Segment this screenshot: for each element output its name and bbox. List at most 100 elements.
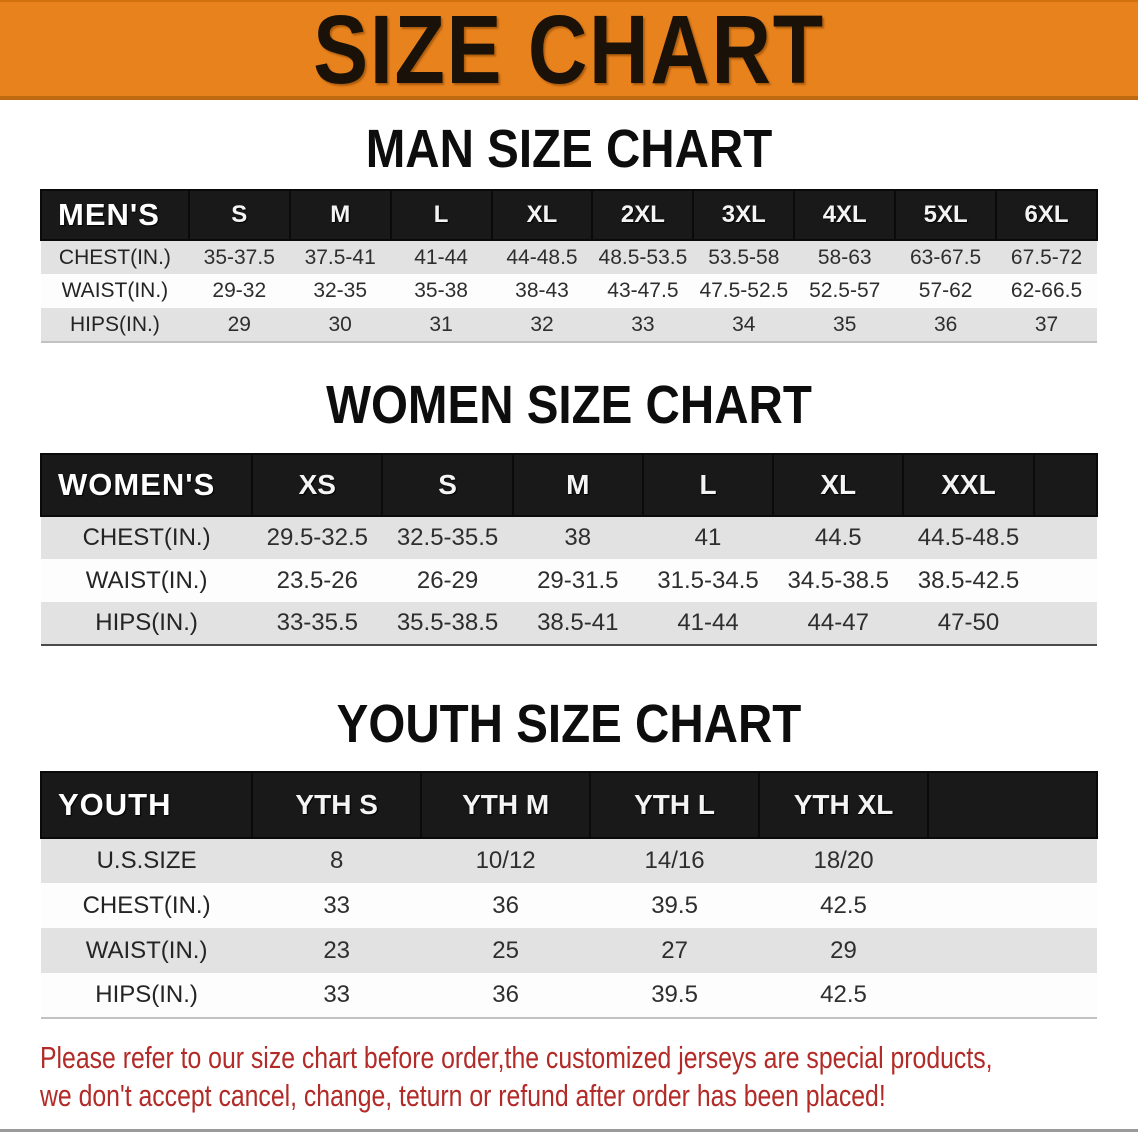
measurement-label: CHEST(IN.) (41, 516, 253, 559)
measurement-row: WAIST(IN.) 29-32 32-35 35-38 38-43 43-47.5 47.… (41, 274, 1097, 308)
measurement-value: 26-29 (382, 559, 513, 602)
measurement-value: 39.5 (590, 883, 760, 928)
measurement-label: U.S.SIZE (41, 838, 253, 883)
youth-section-heading: YOUTH SIZE CHART (336, 694, 802, 754)
measurement-value: 29 (188, 308, 290, 342)
youth-size-table: YOUTH YTH S YTH M YTH L YTH XL U.S.SIZE 8 10/12… (39, 771, 1098, 1019)
size-column-header: S (381, 453, 514, 517)
banner-title: SIZE CHART (313, 0, 825, 100)
size-column-header: 2XL (591, 189, 695, 241)
measurement-value: 44-47 (773, 602, 904, 645)
size-chart-banner: SIZE CHART (0, 0, 1138, 100)
measurement-value: 29-32 (188, 274, 290, 308)
measurement-value: 38-43 (491, 274, 593, 308)
measurement-label: HIPS(IN.) (41, 973, 253, 1018)
size-column-header: XL (772, 453, 905, 517)
measurement-value: 41-44 (390, 240, 492, 274)
measurement-value: 44.5-48.5 (903, 516, 1034, 559)
size-column-header: 3XL (692, 189, 796, 241)
row-filler-cell (928, 973, 1097, 1018)
table-header-row: MEN'S S M L XL 2XL 3XL 4XL 5XL 6XL (40, 189, 1098, 241)
size-column-header: 6XL (995, 189, 1098, 241)
measurement-value: 41-44 (642, 602, 774, 645)
measurement-value: 33-35.5 (252, 602, 383, 645)
measurement-row: CHEST(IN.) 29.5-32.5 32.5-35.5 38 41 44.5 44.5… (41, 516, 1097, 559)
measurement-value: 33 (592, 308, 694, 342)
measurement-row: CHEST(IN.) 33 36 39.5 42.5 (41, 883, 1097, 928)
size-column-header: XL (490, 189, 594, 241)
header-filler-cell (1032, 453, 1099, 517)
measurement-row: WAIST(IN.) 23 25 27 29 (41, 928, 1097, 973)
measurement-value: 32-35 (289, 274, 391, 308)
measurement-value: 35.5-38.5 (382, 602, 513, 645)
measurement-value: 52.5-57 (794, 274, 896, 308)
measurement-value: 44-48.5 (491, 240, 593, 274)
women-size-section: WOMEN SIZE CHART WOMEN'S XS S M L XL XXL CHEST(… (0, 375, 1138, 646)
measurement-value: 63-67.5 (895, 240, 997, 274)
measurement-value: 57-62 (895, 274, 997, 308)
measurement-value: 30 (289, 308, 391, 342)
measurement-label: HIPS(IN.) (41, 308, 189, 342)
size-column-header: L (641, 453, 775, 517)
measurement-value: 23 (252, 928, 422, 973)
measurement-value: 18/20 (759, 838, 928, 883)
measurement-label: HIPS(IN.) (41, 602, 253, 645)
row-filler-cell (1033, 602, 1097, 645)
measurement-value: 31.5-34.5 (642, 559, 774, 602)
table-corner-label: MEN'S (40, 189, 190, 241)
measurement-label: WAIST(IN.) (41, 559, 253, 602)
measurement-value: 33 (252, 973, 422, 1018)
measurement-value: 35-38 (390, 274, 492, 308)
bottom-divider (0, 1129, 1138, 1132)
measurement-value: 32.5-35.5 (382, 516, 513, 559)
measurement-value: 29-31.5 (512, 559, 643, 602)
size-column-header: YTH XL (758, 771, 929, 839)
measurement-value: 27 (590, 928, 760, 973)
measurement-value: 37.5-41 (289, 240, 391, 274)
size-column-header: XXL (902, 453, 1035, 517)
measurement-value: 39.5 (590, 973, 760, 1018)
measurement-value: 43-47.5 (592, 274, 694, 308)
measurement-value: 47-50 (903, 602, 1034, 645)
measurement-value: 47.5-52.5 (693, 274, 795, 308)
size-column-header: L (389, 189, 493, 241)
measurement-row: WAIST(IN.) 23.5-26 26-29 29-31.5 31.5-34.5 34… (41, 559, 1097, 602)
measurement-value: 35-37.5 (188, 240, 290, 274)
table-corner-label: WOMEN'S (39, 453, 254, 517)
row-filler-cell (928, 838, 1097, 883)
row-filler-cell (1033, 516, 1097, 559)
row-filler-cell (928, 883, 1097, 928)
women-section-heading: WOMEN SIZE CHART (326, 375, 812, 435)
measurement-row: HIPS(IN.) 33-35.5 35.5-38.5 38.5-41 41-44 44-… (41, 602, 1097, 645)
measurement-value: 38 (512, 516, 643, 559)
youth-size-section: YOUTH SIZE CHART YOUTH YTH S YTH M YTH L YTH… (0, 694, 1138, 1019)
women-size-table: WOMEN'S XS S M L XL XXL CHEST(IN.) 29.5-32.5 32.5… (39, 453, 1099, 646)
size-column-header: YTH S (251, 771, 423, 839)
table-header-row: YOUTH YTH S YTH M YTH L YTH XL (39, 771, 1098, 839)
measurement-value: 34.5-38.5 (773, 559, 904, 602)
measurement-value: 29.5-32.5 (252, 516, 383, 559)
measurement-row: HIPS(IN.) 33 36 39.5 42.5 (41, 973, 1097, 1018)
measurement-value: 34 (693, 308, 795, 342)
measurement-row: HIPS(IN.) 29 30 31 32 33 34 35 36 37 (41, 308, 1097, 342)
measurement-value: 38.5-41 (512, 602, 643, 645)
size-column-header: 5XL (894, 189, 998, 241)
table-header-row: WOMEN'S XS S M L XL XXL (39, 453, 1099, 517)
measurement-value: 58-63 (794, 240, 896, 274)
size-column-header: S (187, 189, 291, 241)
measurement-value: 36 (421, 883, 591, 928)
size-column-header: M (511, 453, 644, 517)
order-disclaimer: Please refer to our size chart before or… (40, 1039, 1120, 1115)
measurement-value: 42.5 (759, 973, 928, 1018)
measurement-value: 14/16 (590, 838, 760, 883)
measurement-value: 48.5-53.5 (592, 240, 694, 274)
header-filler-cell (927, 771, 1098, 839)
measurement-label: CHEST(IN.) (41, 883, 253, 928)
measurement-row: CHEST(IN.) 35-37.5 37.5-41 41-44 44-48.5 48.5… (41, 240, 1097, 274)
measurement-value: 53.5-58 (693, 240, 795, 274)
measurement-value: 32 (491, 308, 593, 342)
men-size-table: MEN'S S M L XL 2XL 3XL 4XL 5XL 6XL CHEST(IN.) 35-37… (40, 189, 1098, 343)
size-column-header: YTH M (420, 771, 592, 839)
measurement-value: 67.5-72 (996, 240, 1097, 274)
measurement-value: 44.5 (773, 516, 904, 559)
